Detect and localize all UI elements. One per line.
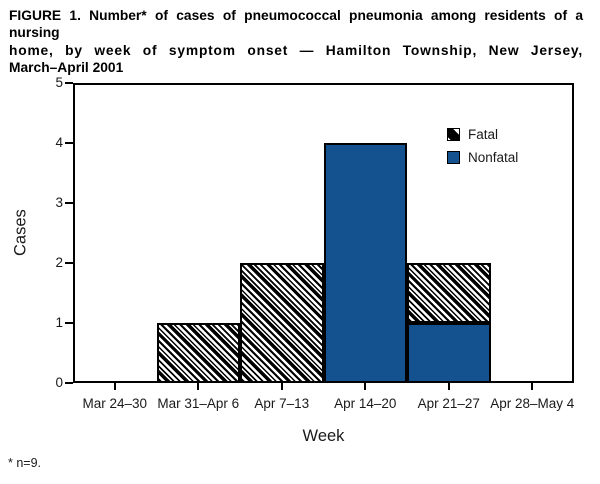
y-tick [65, 82, 73, 84]
footnote: * n=9. [8, 456, 42, 470]
bar-segment-fatal [407, 263, 491, 323]
legend-label-nonfatal: Nonfatal [468, 149, 519, 165]
x-axis-label: Week [302, 427, 345, 445]
legend: Fatal Nonfatal [447, 127, 518, 173]
x-tick-label: Mar 24–30 [82, 396, 148, 411]
bar-segment-fatal [240, 263, 324, 383]
nonfatal-solid-swatch-icon [447, 150, 460, 164]
x-tick-label: Apr 7–13 [254, 396, 310, 411]
y-tick-label: 0 [55, 375, 63, 390]
y-tick-label: 5 [55, 75, 63, 90]
figure-title-line-1: FIGURE 1. Number* of cases of pneumococc… [9, 8, 583, 41]
x-tick [280, 383, 283, 390]
figure-title: FIGURE 1. Number* of cases of pneumococc… [9, 7, 583, 77]
x-tick-label: Mar 31–Apr 6 [157, 396, 240, 411]
bar-segment-fatal [156, 323, 240, 383]
y-tick-label: 4 [55, 135, 63, 150]
y-tick-label: 3 [55, 195, 63, 210]
y-tick [65, 142, 73, 144]
figure-title-line-2: home, by week of symptom onset — Hamilto… [9, 42, 583, 58]
legend-item-nonfatal: Nonfatal [447, 149, 519, 165]
x-tick [447, 383, 450, 390]
y-tick-label: 1 [55, 315, 63, 330]
y-tick-label: 2 [55, 255, 63, 270]
figure-title-line-3: March–April 2001 [9, 60, 124, 76]
x-tick-label: Apr 28–May 4 [490, 396, 575, 411]
x-tick [531, 383, 534, 390]
fatal-hatch-swatch-icon [447, 127, 460, 141]
legend-item-fatal: Fatal [447, 126, 518, 142]
bar-segment-nonfatal [407, 323, 491, 383]
y-tick [65, 382, 73, 384]
x-tick [364, 383, 367, 390]
x-tick [197, 383, 200, 390]
legend-label-fatal: Fatal [468, 126, 499, 142]
y-tick [65, 262, 73, 264]
x-tick-label: Apr 21–27 [417, 396, 480, 411]
y-tick [65, 322, 73, 324]
y-axis-label: Cases [11, 209, 30, 257]
y-tick [65, 202, 73, 204]
x-tick-label: Apr 14–20 [334, 396, 397, 411]
x-tick [113, 383, 116, 390]
bar-segment-nonfatal [323, 143, 407, 383]
